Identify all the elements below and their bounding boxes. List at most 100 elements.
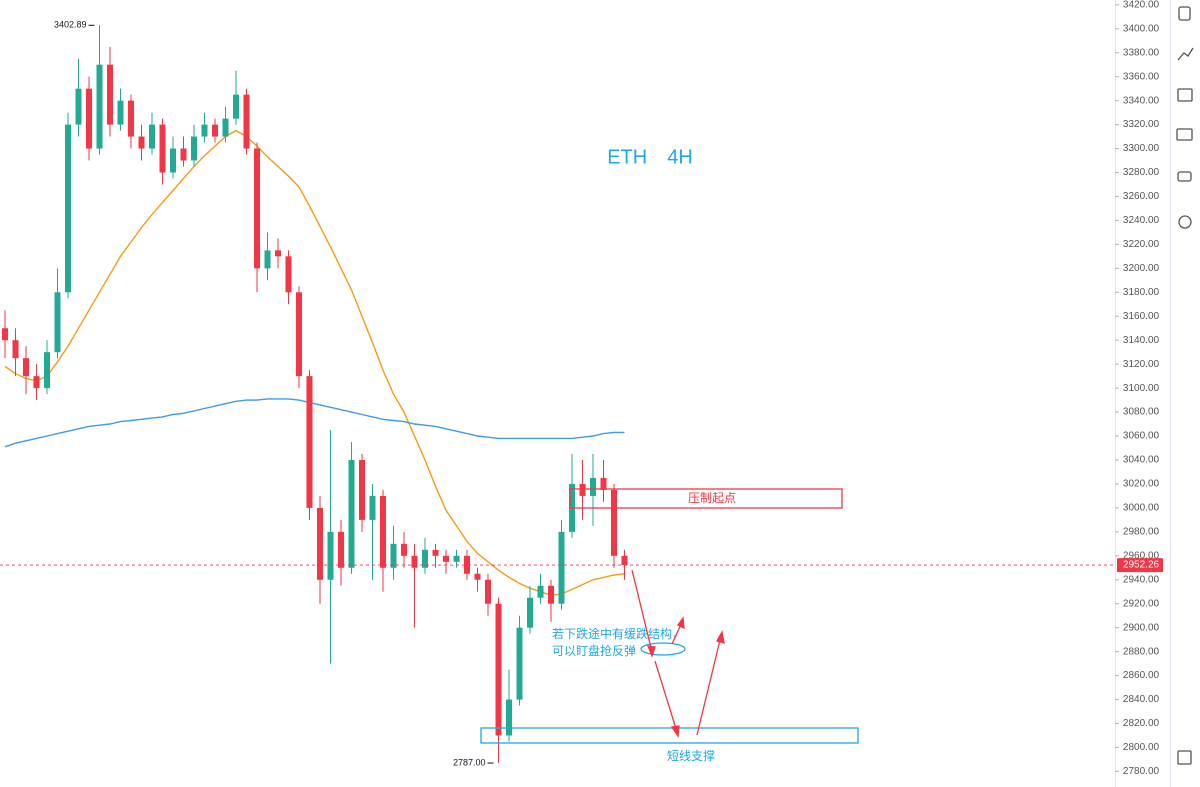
candle-body xyxy=(96,64,103,149)
y-tick-label: 2920.00 xyxy=(1123,598,1160,609)
note-line: 可以盯盘抢反弹 xyxy=(552,643,636,658)
candle-body xyxy=(149,124,155,149)
y-tick-label: 3240.00 xyxy=(1123,215,1160,226)
y-tick-label: 3280.00 xyxy=(1123,167,1160,178)
candle-body xyxy=(516,627,523,700)
candle-body xyxy=(464,555,470,574)
y-tick-label: 2940.00 xyxy=(1123,574,1160,585)
y-tick-label: 2840.00 xyxy=(1123,694,1160,705)
y-tick-label: 3260.00 xyxy=(1123,191,1160,202)
y-tick-label: 3180.00 xyxy=(1123,287,1160,298)
y-tick-label: 3160.00 xyxy=(1123,311,1160,322)
candle-body xyxy=(264,250,271,269)
candle-body xyxy=(453,555,460,562)
candle-body xyxy=(12,340,19,359)
resistance-label: 压制起点 xyxy=(688,491,736,505)
toolbar-icon[interactable] xyxy=(1176,128,1193,141)
y-tick-label: 3000.00 xyxy=(1123,503,1160,514)
candle-body xyxy=(527,597,533,628)
y-tick-label: 3020.00 xyxy=(1123,479,1160,490)
moving-average-line xyxy=(4,398,625,448)
projection-arrows xyxy=(631,569,725,738)
candle-body xyxy=(548,585,554,604)
y-tick-label: 2780.00 xyxy=(1123,766,1160,777)
y-tick-label: 3040.00 xyxy=(1123,455,1160,466)
arrow-head xyxy=(670,725,680,738)
toolbar-icon[interactable] xyxy=(1178,215,1192,229)
last-price-tag xyxy=(1117,558,1163,573)
toolbar-icon[interactable] xyxy=(1178,6,1191,21)
candle-body xyxy=(65,124,71,293)
candle-body xyxy=(170,148,176,173)
candle-body xyxy=(474,573,481,580)
arrow-head xyxy=(677,616,685,630)
candle-body xyxy=(338,531,344,568)
candle-body xyxy=(191,136,197,161)
candle-body xyxy=(75,88,82,125)
candle-body xyxy=(590,477,596,496)
candle-body xyxy=(23,358,29,377)
arrow-line xyxy=(654,660,678,733)
candle-body xyxy=(443,555,449,562)
candle-body xyxy=(107,64,113,125)
candle-body xyxy=(117,100,124,125)
y-tick-label: 3080.00 xyxy=(1123,407,1160,418)
candle-body xyxy=(537,585,544,598)
candle-body xyxy=(485,579,491,604)
y-tick-label: 3400.00 xyxy=(1123,23,1160,34)
candle-body xyxy=(201,124,208,137)
candle-body xyxy=(432,549,439,556)
candle-body xyxy=(359,459,365,520)
y-tick-label: 2860.00 xyxy=(1123,670,1160,681)
support-box xyxy=(480,727,859,744)
candle-body xyxy=(33,376,40,389)
toolbar xyxy=(1176,6,1194,765)
candle-body xyxy=(380,495,386,568)
y-tick-label: 3340.00 xyxy=(1123,95,1160,106)
arrow-head xyxy=(646,645,656,658)
candle-body xyxy=(600,477,607,490)
candle-body xyxy=(138,136,145,149)
toolbar-icon[interactable] xyxy=(1177,88,1193,102)
note-ellipse xyxy=(640,642,686,656)
toolbar-icon[interactable] xyxy=(1177,47,1194,61)
candle-body xyxy=(621,555,628,566)
candle-body xyxy=(180,148,187,161)
candle-body xyxy=(275,250,281,257)
y-tick-label: 3220.00 xyxy=(1123,239,1160,250)
extreme-label: 2787.00 xyxy=(453,757,486,767)
toolbar-icon[interactable] xyxy=(1177,171,1192,182)
toolbar-icon[interactable] xyxy=(1177,750,1192,765)
candle-body xyxy=(54,292,61,353)
y-tick-label: 3320.00 xyxy=(1123,119,1160,130)
candle-body xyxy=(390,543,397,568)
candle-body xyxy=(306,376,313,508)
candle-body xyxy=(254,148,260,269)
candle-body xyxy=(327,531,334,580)
candle-body xyxy=(243,94,250,149)
candle-body xyxy=(348,459,355,568)
candle-body xyxy=(422,549,428,568)
plot-area: 3402.89 2787.00 xyxy=(2,20,628,767)
candle-body xyxy=(44,352,50,389)
arrow-head xyxy=(716,630,725,644)
y-tick-label: 2880.00 xyxy=(1123,646,1160,657)
y-tick-label: 2960.00 xyxy=(1123,550,1160,561)
support-label: 短线支撑 xyxy=(667,748,715,763)
y-tick-label: 2980.00 xyxy=(1123,526,1160,537)
y-tick-label: 2800.00 xyxy=(1123,742,1160,753)
candle-body xyxy=(296,292,302,377)
candle-body xyxy=(222,118,229,137)
y-tick-label: 3200.00 xyxy=(1123,263,1160,274)
candle-body xyxy=(495,603,502,736)
y-tick-label: 3140.00 xyxy=(1123,335,1160,346)
candle-body xyxy=(611,489,617,556)
candle-body xyxy=(128,100,134,137)
candle-body xyxy=(411,555,418,568)
arrow-line xyxy=(631,569,653,653)
candle-body xyxy=(506,699,512,736)
y-tick-label: 3300.00 xyxy=(1123,143,1160,154)
chart-title: ETH 4H xyxy=(607,146,693,168)
